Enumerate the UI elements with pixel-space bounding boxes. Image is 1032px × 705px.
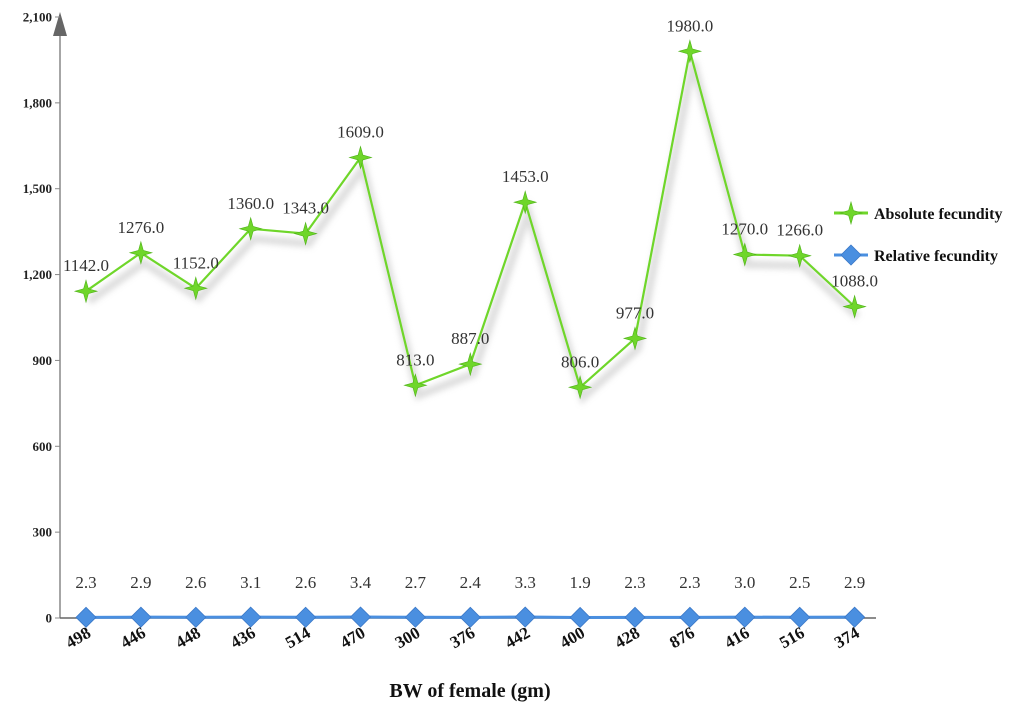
absolute-fecundity-label: 887.0	[451, 329, 489, 348]
absolute-fecundity-label: 1270.0	[721, 220, 768, 239]
relative-fecundity-label: 2.5	[789, 573, 810, 592]
x-tick-label: 876	[666, 623, 698, 652]
y-tick-label: 0	[46, 611, 53, 626]
relative-fecundity-point	[75, 606, 97, 628]
legend: Absolute fecundity Relative fecundity	[834, 200, 1002, 266]
relative-fecundity-point	[624, 606, 646, 628]
legend-diamond-icon	[840, 244, 862, 266]
y-axis-arrow	[53, 12, 67, 36]
absolute-fecundity-label: 1980.0	[667, 16, 714, 35]
relative-fecundity-point	[679, 606, 701, 628]
y-tick-label: 2,100	[23, 10, 52, 25]
relative-fecundity-label: 2.7	[405, 573, 427, 592]
absolute-fecundity-point	[567, 375, 593, 400]
x-tick-label: 416	[721, 623, 753, 652]
absolute-fecundity-label: 813.0	[396, 350, 434, 369]
absolute-fecundity-label: 1142.0	[63, 256, 109, 275]
absolute-fecundity-point	[73, 279, 99, 304]
absolute-fecundity-point	[458, 351, 483, 377]
absolute-fecundity-label: 1276.0	[118, 218, 165, 237]
y-tick-label: 600	[33, 439, 53, 454]
relative-fecundity-label: 3.4	[350, 573, 372, 592]
x-tick-label: 498	[62, 623, 94, 652]
relative-fecundity-point	[734, 606, 756, 628]
absolute-fecundity-label: 806.0	[561, 352, 599, 371]
x-tick-label: 374	[831, 623, 863, 652]
absolute-fecundity-label: 1088.0	[831, 272, 878, 291]
data-labels: 2.3 2.9 2.6 3.1 2.6 3.4 2.7 2.4 3.3 1.9 2.3 2.3 3.0 2…	[63, 16, 878, 592]
absolute-fecundity-point	[348, 145, 373, 170]
absolute-fecundity-point	[128, 240, 154, 265]
relative-fecundity-point	[459, 606, 481, 628]
y-tick-label: 1,200	[23, 267, 52, 282]
absolute-fecundity-point	[513, 190, 538, 215]
relative-fecundity-point	[130, 606, 152, 628]
x-tick-label: 514	[282, 623, 314, 652]
x-tick-label: 446	[117, 623, 149, 652]
absolute-fecundity-point	[293, 221, 318, 246]
x-axis-title: BW of female (gm)	[389, 680, 550, 702]
relative-fecundity-label: 2.6	[295, 573, 316, 592]
axes: 0 300 600 900 1,200 1,500 1,800 2,100 498 446 448 4…	[23, 10, 876, 652]
relative-fecundity-label: 3.1	[240, 573, 261, 592]
absolute-fecundity-label: 1152.0	[173, 253, 219, 272]
absolute-fecundity-label: 1266.0	[776, 221, 823, 240]
legend-star-icon	[838, 200, 864, 226]
relative-fecundity-label: 3.0	[734, 573, 755, 592]
x-tick-label: 300	[392, 623, 424, 652]
y-tick-label: 1,800	[23, 95, 52, 110]
x-tick-label: 442	[502, 623, 534, 652]
absolute-fecundity-point	[842, 294, 867, 319]
legend-label: Relative fecundity	[874, 248, 998, 265]
x-tick-label: 376	[447, 623, 479, 652]
relative-fecundity-label: 2.9	[844, 573, 865, 592]
series	[73, 39, 867, 629]
x-tick-label: 436	[227, 623, 259, 652]
y-tick-label: 1,500	[23, 181, 52, 196]
absolute-fecundity-point	[622, 326, 648, 351]
relative-fecundity-label: 2.9	[130, 573, 151, 592]
relative-fecundity-label: 2.4	[460, 573, 482, 592]
relative-fecundity-label: 2.3	[75, 573, 96, 592]
absolute-fecundity-label: 1453.0	[502, 167, 549, 186]
x-tick-label: 470	[337, 623, 369, 652]
x-tick-label: 516	[776, 623, 808, 652]
x-tick-label: 448	[172, 623, 204, 652]
absolute-fecundity-label: 1360.0	[227, 194, 274, 213]
absolute-fecundity-label: 1609.0	[337, 123, 384, 142]
absolute-fecundity-point	[403, 373, 428, 398]
absolute-fecundity-point	[732, 242, 757, 267]
relative-fecundity-label: 2.6	[185, 573, 206, 592]
relative-fecundity-label: 1.9	[569, 573, 590, 592]
relative-fecundity-point	[240, 606, 262, 628]
relative-fecundity-point	[514, 606, 536, 628]
x-tick-label: 428	[611, 623, 643, 652]
y-tick-label: 900	[33, 353, 53, 368]
relative-fecundity-point	[349, 606, 372, 628]
absolute-fecundity-point	[238, 216, 263, 241]
relative-fecundity-label: 2.3	[624, 573, 645, 592]
y-tick-label: 300	[33, 525, 53, 540]
relative-fecundity-point	[404, 606, 426, 628]
relative-fecundity-label: 2.3	[679, 573, 700, 592]
relative-fecundity-point	[789, 606, 811, 628]
absolute-fecundity-point	[183, 276, 208, 301]
absolute-fecundity-point	[677, 39, 703, 64]
relative-fecundity-point	[569, 606, 591, 629]
relative-fecundity-point	[295, 606, 317, 628]
relative-fecundity-label: 3.3	[515, 573, 536, 592]
absolute-fecundity-label: 1343.0	[282, 199, 329, 218]
absolute-fecundity-point	[787, 243, 812, 268]
relative-fecundity-point	[185, 606, 207, 628]
absolute-fecundity-label: 977.0	[616, 303, 654, 322]
relative-fecundity-point	[844, 606, 866, 628]
legend-label: Absolute fecundity	[874, 206, 1002, 223]
x-tick-label: 400	[557, 623, 589, 652]
